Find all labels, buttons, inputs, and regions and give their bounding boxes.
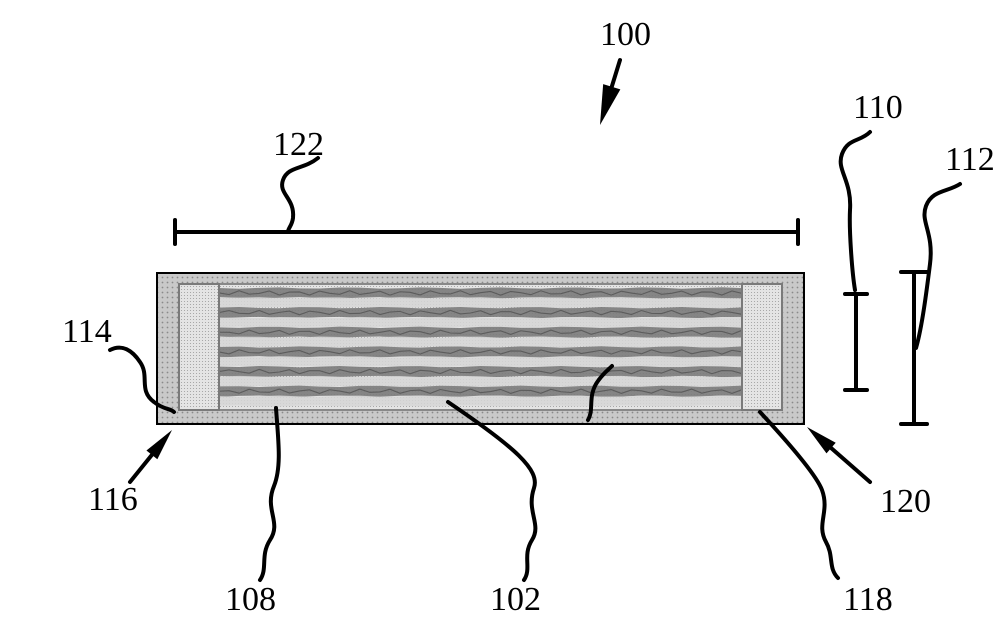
ref-112: 112 [945, 141, 995, 178]
stripe-band [219, 317, 742, 328]
lead-102 [448, 402, 535, 580]
right-endcap [742, 284, 782, 410]
ref-102: 102 [490, 581, 541, 618]
ref-110: 110 [853, 89, 903, 126]
lead-100 [612, 60, 620, 87]
lead-108 [260, 408, 279, 580]
stripe-band [219, 395, 742, 406]
stripe-band [219, 356, 742, 367]
lead-100-head [600, 84, 620, 125]
patent-figure: 100 122 110 112 114 116 108 102 118 120 [0, 0, 1000, 639]
ref-122: 122 [273, 126, 324, 163]
left-endcap [179, 284, 219, 410]
dim-bar-right-inner [845, 294, 867, 390]
ref-120: 120 [880, 483, 931, 520]
lead-122 [282, 158, 318, 232]
lead-118 [760, 412, 838, 578]
lead-110 [841, 132, 870, 290]
stripe-band [219, 297, 742, 308]
stripe-band [219, 376, 742, 387]
ref-116: 116 [88, 481, 138, 518]
lead-112 [916, 184, 960, 348]
ref-100: 100 [600, 16, 651, 53]
stripe-band [219, 336, 742, 347]
dim-bar-top [175, 220, 798, 244]
ref-114: 114 [62, 313, 112, 350]
stripe-region [219, 287, 742, 406]
lead-120 [831, 448, 870, 482]
stripe-band [219, 366, 742, 377]
lead-116 [130, 455, 152, 482]
ref-118: 118 [843, 581, 893, 618]
ref-108: 108 [225, 581, 276, 618]
